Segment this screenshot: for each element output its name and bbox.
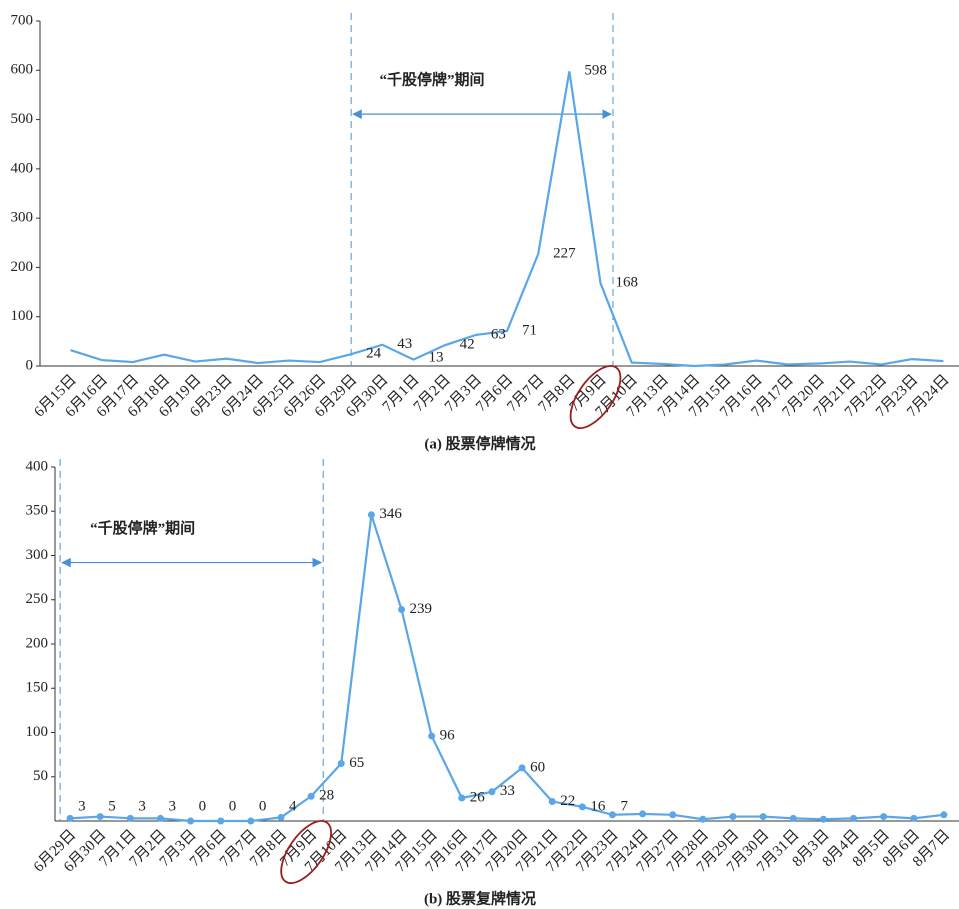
data-label: 3	[78, 798, 86, 814]
data-label: 16	[590, 798, 606, 814]
data-point	[789, 814, 797, 822]
annotation-text: “千股停牌”期间	[90, 519, 195, 537]
data-label: 42	[460, 337, 475, 353]
data-label: 227	[553, 246, 576, 262]
data-point	[96, 813, 104, 821]
data-point	[578, 803, 586, 811]
y-tick-label: 300	[26, 547, 49, 563]
y-tick-label: 250	[26, 591, 49, 607]
data-line	[70, 71, 944, 368]
data-point	[819, 815, 827, 823]
data-label: 96	[440, 727, 456, 743]
data-point	[217, 817, 225, 825]
data-label: 7	[620, 798, 628, 814]
data-point	[669, 811, 677, 819]
data-label: 71	[522, 322, 537, 338]
y-tick-label: 700	[11, 12, 34, 28]
data-point	[307, 792, 315, 800]
data-point	[66, 814, 74, 822]
data-label: 65	[349, 755, 364, 771]
highlight-ring	[280, 820, 332, 884]
y-tick-label: 100	[26, 724, 49, 740]
y-tick-label: 350	[26, 503, 49, 519]
data-point	[699, 815, 707, 823]
data-point	[759, 813, 767, 821]
y-tick-label: 400	[26, 458, 49, 474]
data-point	[398, 605, 406, 613]
caption: (b) 股票复牌情况	[424, 889, 536, 907]
data-point	[247, 817, 255, 825]
data-label: 60	[530, 759, 545, 775]
data-point	[548, 798, 556, 806]
data-label: 13	[428, 349, 443, 365]
y-tick-label: 0	[26, 357, 34, 373]
data-point	[940, 811, 948, 819]
data-point	[277, 813, 285, 821]
data-point	[156, 814, 164, 822]
data-point	[639, 810, 647, 818]
data-label: 168	[616, 275, 639, 291]
data-point	[126, 814, 134, 822]
data-label: 28	[319, 788, 334, 804]
data-label: 63	[491, 326, 506, 342]
data-point	[187, 817, 195, 825]
data-point	[337, 759, 345, 767]
data-label: 0	[199, 798, 207, 814]
data-line	[70, 514, 945, 823]
data-label: 5	[108, 798, 116, 814]
data-point	[729, 813, 737, 821]
data-point	[367, 511, 375, 519]
data-label: 26	[470, 789, 486, 805]
data-label: 0	[229, 798, 237, 814]
data-point	[518, 764, 526, 772]
annotation-text: “千股停牌”期间	[380, 71, 485, 89]
data-label: 22	[560, 793, 575, 809]
y-tick-label: 300	[11, 210, 34, 226]
highlight-ring	[569, 365, 622, 429]
data-label: 3	[138, 798, 146, 814]
data-point	[428, 732, 436, 740]
data-point	[910, 814, 918, 822]
y-tick-label: 150	[26, 680, 49, 696]
data-label: 24	[366, 346, 382, 362]
caption: (a) 股票停牌情况	[424, 434, 535, 452]
data-label: 346	[379, 506, 402, 522]
data-label: 43	[397, 336, 412, 352]
y-tick-label: 50	[33, 768, 48, 784]
data-label: 598	[584, 63, 607, 79]
data-point	[608, 811, 616, 819]
y-tick-label: 600	[11, 62, 34, 78]
data-label: 3	[168, 798, 176, 814]
y-tick-label: 200	[11, 259, 34, 275]
data-point	[880, 813, 888, 821]
data-label: 0	[259, 798, 267, 814]
data-point	[458, 794, 466, 802]
y-tick-label: 200	[26, 635, 49, 651]
data-point	[850, 814, 858, 822]
data-label: 239	[410, 601, 433, 617]
y-tick-label: 100	[11, 308, 34, 324]
data-label: 33	[500, 783, 515, 799]
y-tick-label: 500	[11, 111, 34, 127]
data-point	[488, 788, 496, 796]
y-tick-label: 400	[11, 160, 34, 176]
data-label: 4	[289, 798, 297, 814]
